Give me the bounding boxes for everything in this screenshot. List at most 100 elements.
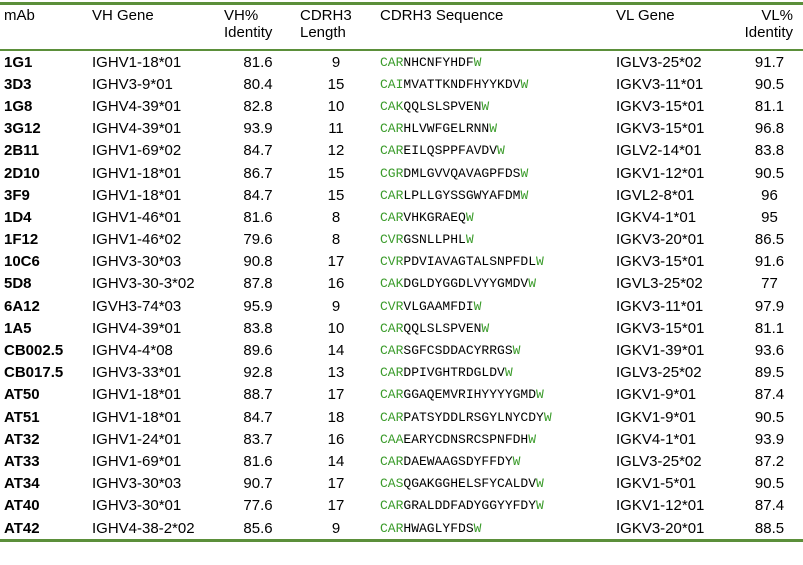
cell: IGHV1-18*01 [92, 386, 182, 404]
cell: IGLV3-25*02 [616, 364, 702, 382]
cell: 86.5 [754, 231, 785, 249]
cell: 93.6 [754, 342, 785, 360]
cell: AT33 [4, 452, 40, 470]
cell: IGLV3-25*02 [616, 53, 702, 71]
cell: 11 [328, 120, 344, 138]
cell: CARVHKGRAEQW [380, 209, 474, 225]
cell: 83.7 [243, 430, 273, 448]
cell: 9 [331, 519, 341, 537]
cell: 10C6 [4, 253, 40, 271]
column-header: mAb [0, 3, 88, 51]
cell: AT51 [4, 408, 40, 426]
cell: IGKV3-11*01 [616, 75, 704, 93]
cell: 10 [327, 97, 345, 115]
cell: 83.8 [754, 142, 785, 160]
cell: 15 [327, 186, 345, 204]
cell: 3D3 [4, 75, 32, 93]
cell: IGKV3-20*01 [616, 231, 705, 249]
cell: 90.5 [754, 164, 785, 182]
cell: 86.7 [243, 164, 273, 182]
cell: 90.7 [243, 475, 273, 493]
cell: 80.4 [243, 75, 273, 93]
table-row: AT40 IGHV3-30*01 77.6 17 CARGRALDDFADYGGYYFD… [0, 495, 803, 517]
table-body: 1G1 IGHV1-18*01 81.6 9 CARNHCNFYHDFW IGLV3-25… [0, 50, 803, 541]
cell: 85.6 [243, 519, 273, 537]
cell: 8 [331, 208, 341, 226]
cell: CAAEARYCDNSRCSPNFDHW [380, 431, 537, 447]
cell: IGHV1-18*01 [92, 164, 182, 182]
cell: 14 [327, 342, 345, 360]
cell: 90.8 [243, 253, 273, 271]
cell: 2B11 [4, 142, 40, 160]
cell: CARHWAGLYFDSW [380, 520, 482, 536]
header-row: mAb VH Gene VH% Identity CDRH3 Length CDRH3 … [0, 3, 803, 51]
cell: 84.7 [243, 186, 273, 204]
cell: IGHV4-38-2*02 [92, 519, 195, 537]
cell: 96.8 [754, 120, 785, 138]
cell: CB002.5 [4, 342, 64, 360]
cell: CAREILQSPPFAVDVW [380, 143, 505, 159]
cell: 87.4 [754, 386, 785, 404]
cell: CB017.5 [4, 364, 64, 382]
cell: 5D8 [4, 275, 32, 293]
cell: 95.9 [243, 297, 273, 315]
cell: IGHV4-39*01 [92, 97, 182, 115]
cell: IGHV1-69*02 [92, 142, 182, 160]
cell: IGHV1-18*01 [92, 53, 182, 71]
column-header: CDRH3 Length [296, 3, 376, 51]
cell: 1A5 [4, 319, 32, 337]
cell: IGHV1-24*01 [92, 430, 182, 448]
cell: 81.6 [243, 208, 273, 226]
cell: 77.6 [243, 497, 273, 515]
cell: CARDPIVGHTRDGLDVW [380, 365, 513, 381]
cell: 97.9 [754, 297, 785, 315]
table-row: 2B11 IGHV1-69*02 84.7 12 CAREILQSPPFAVDVW IGL… [0, 140, 803, 162]
table-row: 1D4 IGHV1-46*01 81.6 8 CARVHKGRAEQW IGKV4-1*0… [0, 206, 803, 228]
cell: CVRVLGAAMFDIW [380, 298, 482, 314]
table-row: 10C6 IGHV3-30*03 90.8 17 CVRPDVIAVAGTALSNPFD… [0, 251, 803, 273]
cell: 15 [327, 75, 345, 93]
cell: 87.4 [754, 497, 785, 515]
cell: 89.5 [754, 364, 785, 382]
cell: IGHV4-39*01 [92, 120, 182, 138]
cell: IGKV3-15*01 [616, 319, 705, 337]
cell: 91.6 [754, 253, 785, 271]
cell: AT40 [4, 497, 40, 515]
cell: IGHV1-18*01 [92, 408, 182, 426]
cell: 93.9 [243, 120, 273, 138]
cell: IGHV4-4*08 [92, 342, 173, 360]
cell: IGKV3-20*01 [616, 519, 705, 537]
cell: IGVL3-25*02 [616, 275, 703, 293]
table-row: CB017.5 IGHV3-33*01 92.8 13 CARDPIVGHTRDGLDV… [0, 362, 803, 384]
cell: 2D10 [4, 164, 40, 182]
cell: CGRDMLGVVQAVAGPFDSW [380, 165, 529, 181]
cell: 92.8 [243, 364, 273, 382]
table-row: AT42 IGHV4-38-2*02 85.6 9 CARHWAGLYFDSW IGKV3… [0, 517, 803, 541]
table-row: 1G8 IGHV4-39*01 82.8 10 CAKQQLSLSPVENW IGKV3-… [0, 95, 803, 117]
cell: IGHV4-39*01 [92, 319, 182, 337]
cell: CARGRALDDFADYGGYYFDYW [380, 498, 544, 514]
table-row: 5D8 IGHV3-30-3*02 87.8 16 CAKDGLDYGGDLVYYGMD… [0, 273, 803, 295]
table-row: CB002.5 IGHV4-4*08 89.6 14 CARSGFCSDDACYRRGS… [0, 339, 803, 361]
cell: 96 [761, 186, 778, 204]
column-header: VL Gene [612, 3, 736, 51]
cell: 93.9 [754, 430, 785, 448]
table-row: 2D10 IGHV1-18*01 86.7 15 CGRDMLGVVQAVAGPFDSW… [0, 162, 803, 184]
cell: 87.8 [243, 275, 273, 293]
cell: CARNHCNFYHDFW [380, 54, 482, 70]
column-header: VL% Identity [736, 3, 803, 51]
cell: 9 [331, 297, 341, 315]
cell: 1F12 [4, 231, 39, 249]
cell: 88.5 [754, 519, 785, 537]
antibody-table: mAb VH Gene VH% Identity CDRH3 Length CDRH3 … [0, 2, 803, 543]
table-row: 1A5 IGHV4-39*01 83.8 10 CARQQLSLSPVENW IGKV3-… [0, 317, 803, 339]
table-row: AT50 IGHV1-18*01 88.7 17 CARGGAQEMVRIHYYYYGM… [0, 384, 803, 406]
cell: 90.5 [754, 475, 785, 493]
cell: AT34 [4, 475, 40, 493]
cell: 91.7 [754, 53, 785, 71]
table-row: 3G12 IGHV4-39*01 93.9 11 CARHLVWFGELRNNW IGKV… [0, 118, 803, 140]
cell: IGKV3-15*01 [616, 253, 705, 271]
cell: CARPATSYDDLRSGYLNYCDYW [380, 409, 552, 425]
table-row: 1G1 IGHV1-18*01 81.6 9 CARNHCNFYHDFW IGLV3-25… [0, 50, 803, 73]
cell: CARDAEWAAGSDYFFDYW [380, 453, 521, 469]
